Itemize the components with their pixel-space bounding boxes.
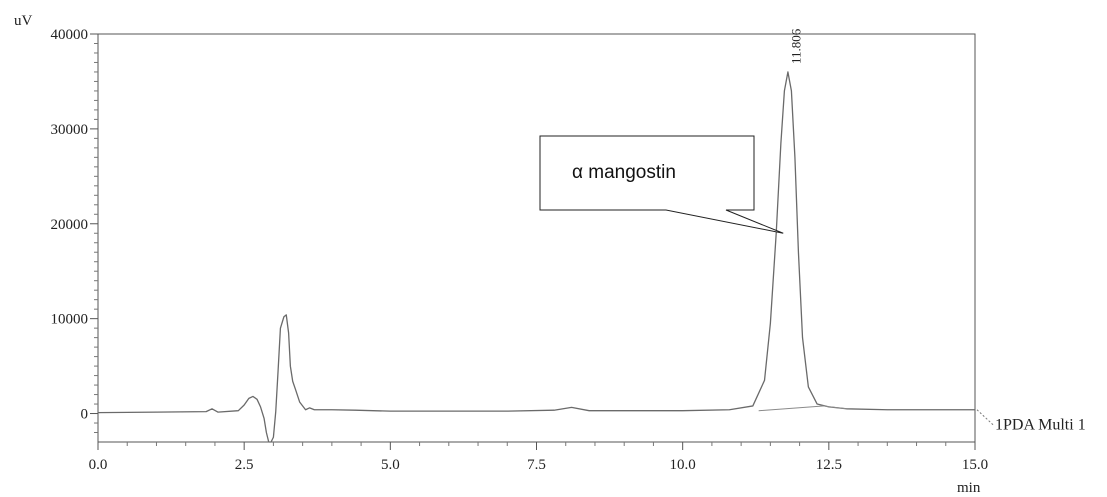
- y-tick-label: 40000: [51, 27, 89, 43]
- series-layer: [97, 71, 975, 443]
- y-axis: 0 10000 20000 30000 40000: [51, 27, 98, 423]
- callout-text: α mangostin: [572, 162, 676, 183]
- x-tick-label: 12.5: [816, 457, 842, 473]
- trace-label-group: 1PDA Multi 1: [976, 409, 1086, 434]
- trace-label-leader: [976, 409, 994, 426]
- x-tick-label: 15.0: [962, 457, 988, 473]
- chromatogram-trace: [97, 71, 975, 443]
- x-minor-ticks: [126, 442, 947, 446]
- plot-area-border: [97, 33, 976, 443]
- y-unit-label: uV: [14, 13, 33, 29]
- baseline-trace: [758, 405, 847, 412]
- y-tick-label: 20000: [51, 217, 89, 233]
- callout-box: [539, 135, 784, 234]
- x-tick-label: 0.0: [89, 457, 108, 473]
- x-tick-label: 5.0: [381, 457, 400, 473]
- y-minor-ticks: [94, 42, 98, 434]
- y-tick-label: 30000: [51, 122, 89, 138]
- x-tick-label: 10.0: [670, 457, 696, 473]
- plot-frame: [97, 33, 976, 443]
- trace-label: 1PDA Multi 1: [995, 417, 1086, 434]
- peak-labels: 11.806: [788, 28, 803, 64]
- annotation-callout: α mangostin: [539, 135, 784, 234]
- y-tick-label: 10000: [51, 312, 89, 328]
- peak-label: 11.806: [788, 28, 803, 64]
- x-tick-label: 2.5: [235, 457, 254, 473]
- y-tick-label: 0: [81, 407, 89, 423]
- x-tick-label: 7.5: [527, 457, 546, 473]
- x-unit-label: min: [957, 480, 981, 496]
- x-axis: 0.0 2.5 5.0 7.5 10.0 12.5 15.0: [89, 442, 988, 473]
